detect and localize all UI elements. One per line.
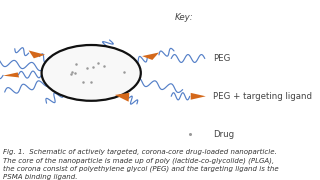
Polygon shape (28, 50, 45, 58)
Text: Key:: Key: (174, 13, 193, 22)
Text: PEG + targeting ligand: PEG + targeting ligand (213, 92, 312, 101)
Text: Drug: Drug (213, 130, 234, 139)
Circle shape (42, 45, 141, 101)
Polygon shape (3, 72, 19, 77)
Polygon shape (142, 53, 159, 60)
Polygon shape (191, 93, 206, 100)
Text: Fig. 1.  Schematic of actively targeted, corona-core drug-loaded nanoparticle.
T: Fig. 1. Schematic of actively targeted, … (3, 149, 279, 180)
Text: PEG: PEG (213, 54, 230, 63)
Polygon shape (115, 93, 129, 102)
